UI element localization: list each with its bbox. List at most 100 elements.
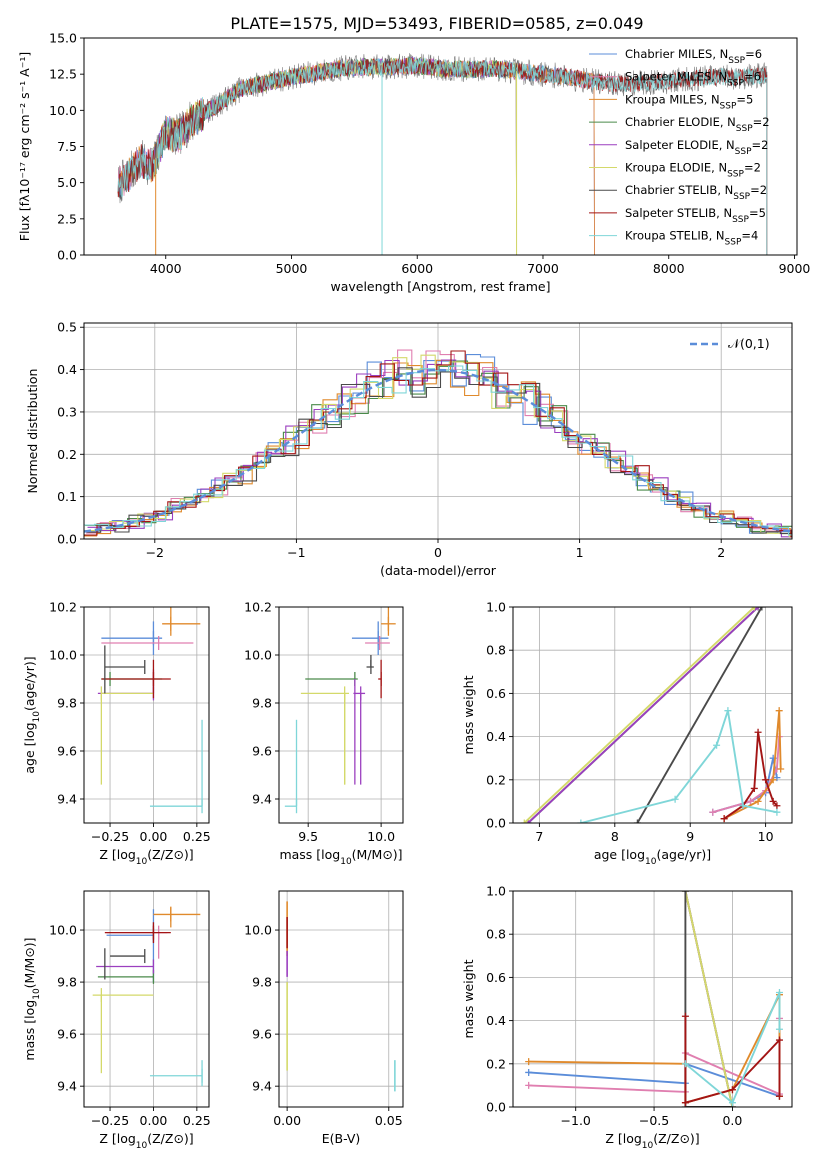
mass-weight-marker <box>775 1025 783 1033</box>
x-axis-label: Z [log10(Z/Z⊙)] <box>99 847 193 867</box>
x-tick-label: 0.00 <box>140 1113 168 1128</box>
mass-weight-marker <box>720 815 728 823</box>
mass-weight-vs-age-panel: 7 8 9 10 0.0 0.2 0.4 0.6 0.8 1.0 age [log10(age/yr… <box>461 600 793 867</box>
y-tick-label: 7.5 <box>57 139 77 154</box>
legend-entry: Kroupa STELIB, NSSP=4 <box>625 229 758 248</box>
mass-weight-marker <box>671 795 679 803</box>
plot-area <box>284 607 396 814</box>
legend-entry: Kroupa MILES, NSSP=5 <box>625 92 753 111</box>
x-tick-label: 1 <box>576 545 584 560</box>
mass-weight-marker <box>777 765 785 773</box>
legend: 𝒩(0,1) <box>690 336 770 351</box>
legend: Chabrier MILES, NSSP=6 Salpeter MILES, NS… <box>589 47 770 248</box>
mass-weight-marker <box>724 707 732 715</box>
mass-weight-marker <box>520 819 528 823</box>
legend-entry: Chabrier STELIB, NSSP=2 <box>625 183 767 202</box>
legend-entry: Kroupa ELODIE, NSSP=2 <box>625 161 761 180</box>
y-tick-label: 10.0 <box>244 648 272 663</box>
legend-entry: Chabrier MILES, NSSP=6 <box>625 47 762 66</box>
y-tick-label: 0.4 <box>486 1013 506 1028</box>
figure-title: PLATE=1575, MJD=53493, FIBERID=0585, z=0… <box>230 14 643 33</box>
x-tick-label: 8 <box>611 829 619 844</box>
mass-weight-marker <box>775 989 783 997</box>
x-tick-label: 2 <box>717 545 725 560</box>
mass-weight-marker <box>750 607 758 611</box>
mass-weight-marker <box>681 891 689 895</box>
mass-weight-marker <box>754 797 762 805</box>
age-vs-metallicity-panel: −0.25 0.00 0.25 9.4 9.6 9.8 10.0 10.2 Z [log10(Z… <box>22 600 211 868</box>
mass-weight-marker <box>709 808 717 816</box>
plot-area <box>92 906 203 1087</box>
x-tick-label: −0.25 <box>91 1113 129 1128</box>
x-tick-label: 0.25 <box>183 829 211 844</box>
x-tick-label: 9.5 <box>298 829 318 844</box>
x-tick-label: 0.00 <box>140 829 168 844</box>
mass-weight-vs-metallicity-panel: −1.0 −0.5 0.0 0.0 0.2 0.4 0.6 0.8 1.0 Z [log10(Z/… <box>461 884 793 1151</box>
x-axis-label: wavelength [Angstrom, rest frame] <box>330 279 550 294</box>
model-spectrum-line <box>152 56 517 255</box>
legend-entry: 𝒩(0,1) <box>728 336 770 351</box>
x-axis-label: Z [log10(Z/Z⊙)] <box>99 1131 193 1151</box>
y-axis-label: mass weight <box>461 959 476 1038</box>
mass-weight-marker <box>633 819 641 823</box>
plot-area <box>84 349 792 538</box>
residual-histogram <box>84 350 792 538</box>
axes-frame <box>83 890 210 1108</box>
y-tick-label: 0.8 <box>486 643 506 658</box>
model-spectrum-line <box>117 57 768 255</box>
mass-weight-marker <box>739 802 747 810</box>
mass-vs-metallicity-panel: −0.25 0.00 0.25 9.4 9.6 9.8 10.0 Z [log10(Z/Z⊙)… <box>22 890 211 1151</box>
mass-weight-line <box>527 607 759 823</box>
plot-area <box>525 891 783 1107</box>
axes-frame <box>512 890 793 1108</box>
x-tick-label: 0.00 <box>273 1113 301 1128</box>
mass-weight-marker <box>681 1060 689 1068</box>
mass-weight-marker <box>713 741 721 749</box>
residual-histogram <box>84 354 792 537</box>
mass-weight-line <box>684 891 733 1107</box>
x-axis-label: (data-model)/error <box>380 563 497 578</box>
mass-weight-marker <box>769 797 777 805</box>
x-axis-label: Z [log10(Z/Z⊙)] <box>605 1131 699 1151</box>
plot-area <box>520 607 785 823</box>
y-axis-label: mass weight <box>461 675 476 754</box>
legend-entry: Chabrier ELODIE, NSSP=2 <box>625 115 770 134</box>
x-tick-label: 6000 <box>401 261 433 276</box>
mass-weight-marker <box>775 707 783 715</box>
x-tick-label: −1 <box>287 545 305 560</box>
y-tick-label: 0.2 <box>486 1056 506 1071</box>
residual-histogram <box>85 360 792 532</box>
y-tick-label: 10.0 <box>244 923 272 938</box>
x-tick-label: 0 <box>434 545 442 560</box>
y-tick-label: 9.8 <box>252 696 272 711</box>
y-tick-label: 5.0 <box>57 175 77 190</box>
y-tick-label: 1.0 <box>486 884 506 899</box>
y-tick-label: 1.0 <box>486 600 506 615</box>
y-tick-label: 10.2 <box>244 600 272 615</box>
mass-weight-marker <box>775 1036 783 1044</box>
x-tick-label: 0.25 <box>183 1113 211 1128</box>
x-tick-label: −1.0 <box>561 1113 591 1128</box>
mass-weight-marker <box>681 1099 689 1107</box>
mass-weight-line <box>636 607 763 823</box>
mass-weight-line <box>684 992 781 1105</box>
x-axis-label: mass [log10(M/M⊙)] <box>279 847 402 867</box>
mass-weight-marker <box>750 784 758 792</box>
y-tick-label: 10.0 <box>49 103 77 118</box>
mass-weight-marker <box>728 1099 736 1107</box>
y-tick-label: 0.5 <box>57 320 77 335</box>
mass-weight-marker <box>754 607 762 611</box>
y-tick-label: 0.8 <box>486 927 506 942</box>
mass-vs-ebv-panel: 0.00 0.05 9.4 9.6 9.8 10.0 E(B-V) <box>244 890 404 1146</box>
mass-weight-marker <box>775 1092 783 1100</box>
model-spectrum-line <box>117 57 595 255</box>
mass-weight-marker <box>773 808 781 816</box>
axes-frame <box>278 606 404 824</box>
y-tick-label: 2.5 <box>57 211 77 226</box>
x-tick-label: 10 <box>758 829 774 844</box>
mass-weight-line <box>523 607 755 823</box>
y-tick-label: 9.8 <box>252 975 272 990</box>
mass-weight-marker <box>525 1081 533 1089</box>
axes-frame <box>278 890 404 1108</box>
mass-weight-line <box>580 710 778 823</box>
